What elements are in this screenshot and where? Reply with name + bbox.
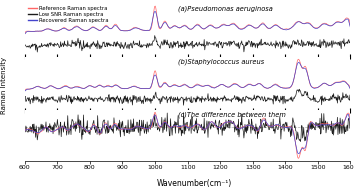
Text: Raman Intensity: Raman Intensity <box>1 57 7 114</box>
Text: (a)Pseudomonas aeruginosa: (a)Pseudomonas aeruginosa <box>178 5 273 12</box>
Text: (c)The difference between them: (c)The difference between them <box>178 111 286 118</box>
Text: (b)Staphylococcus aureus: (b)Staphylococcus aureus <box>178 58 264 65</box>
Text: Wavenumber(cm⁻¹): Wavenumber(cm⁻¹) <box>157 179 232 188</box>
Legend: Reference Raman spectra, Low SNR Raman spectra, Recovered Raman spectra: Reference Raman spectra, Low SNR Raman s… <box>27 5 109 23</box>
